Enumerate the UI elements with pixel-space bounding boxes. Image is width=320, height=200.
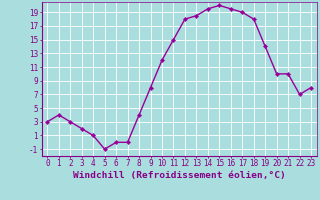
X-axis label: Windchill (Refroidissement éolien,°C): Windchill (Refroidissement éolien,°C) [73, 171, 285, 180]
